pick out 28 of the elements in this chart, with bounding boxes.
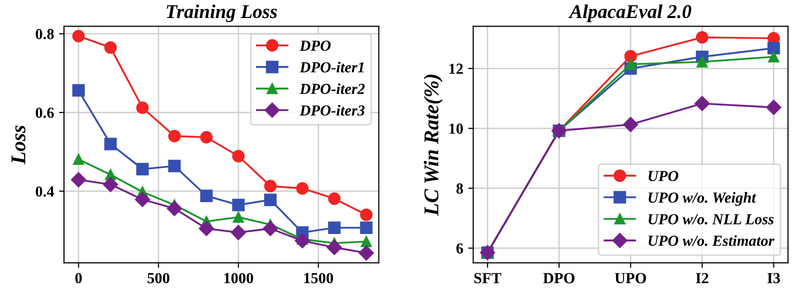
legend-label: UPO w/o. NLL Loss [648, 214, 774, 224]
y-tick-label: 12 [449, 64, 463, 74]
chart-title: AlpacaEval 2.0 [568, 4, 692, 22]
y-tick-label: 0.6 [36, 108, 54, 118]
legend-label: DPO-iter2 [300, 83, 365, 94]
x-tick-label: 500 [148, 272, 170, 284]
y-axis-title: Loss [12, 126, 26, 164]
chart-title: Training Loss [166, 4, 277, 22]
y-tick-label: 10 [449, 124, 463, 134]
legend-label: DPO-iter3 [300, 104, 365, 116]
x-tick-label: I3 [767, 273, 780, 284]
x-tick-label: 0 [75, 272, 82, 284]
x-tick-label: SFT [474, 273, 502, 284]
x-tick-label: 1000 [224, 272, 254, 284]
legend-label: UPO [648, 170, 678, 182]
y-tick-label: 8 [456, 183, 463, 194]
legend-label: DPO-iter1 [300, 62, 364, 72]
x-tick-label: 1500 [304, 272, 334, 284]
x-tick-label: UPO [614, 273, 646, 284]
legend-label: UPO w/o. Estimator [648, 235, 774, 246]
y-tick-label: 0.4 [36, 186, 54, 197]
legend-label: DPO [300, 40, 331, 51]
y-tick-label: 6 [456, 243, 464, 254]
y-axis-title: LC Win Rate(%) [424, 74, 443, 216]
legend-label: UPO w/o. Weight [648, 192, 756, 206]
x-tick-label: I2 [696, 273, 708, 284]
y-tick-label: 0.8 [36, 28, 54, 40]
x-tick-label: DPO [543, 273, 574, 284]
